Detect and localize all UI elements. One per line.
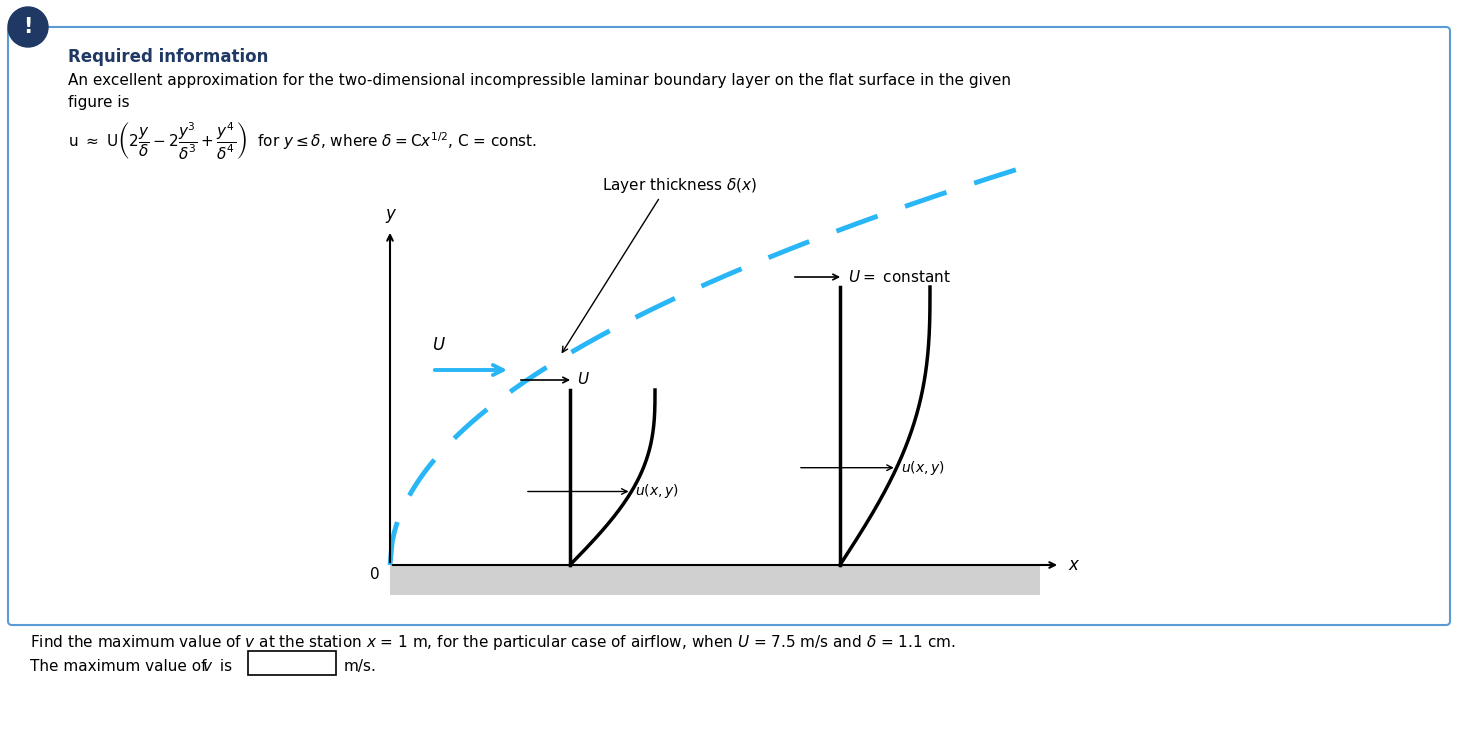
Text: U: U xyxy=(577,372,589,388)
Text: Find the maximum value of $v$ at the station $x$ = 1 m, for the particular case : Find the maximum value of $v$ at the sta… xyxy=(31,633,955,652)
Text: y: y xyxy=(386,205,394,223)
Text: An excellent approximation for the two-dimensional incompressible laminar bounda: An excellent approximation for the two-d… xyxy=(69,73,1011,88)
Text: u $\approx$ U$\left(2\dfrac{y}{\delta} - 2\dfrac{y^3}{\delta^3} + \dfrac{y^4}{\d: u $\approx$ U$\left(2\dfrac{y}{\delta} -… xyxy=(69,121,538,162)
Text: $u(x, y)$: $u(x, y)$ xyxy=(636,482,679,501)
FancyBboxPatch shape xyxy=(7,27,1449,625)
Text: $v$: $v$ xyxy=(202,659,213,674)
Circle shape xyxy=(7,7,48,47)
Text: $u(x, y)$: $u(x, y)$ xyxy=(900,459,945,476)
Text: Layer thickness $\delta(x)$: Layer thickness $\delta(x)$ xyxy=(602,176,758,195)
Text: Required information: Required information xyxy=(69,48,269,66)
Bar xyxy=(248,651,336,675)
Bar xyxy=(390,565,1040,595)
Text: $U =$ constant: $U =$ constant xyxy=(847,269,951,285)
Text: The maximum value of: The maximum value of xyxy=(31,659,212,674)
Text: is: is xyxy=(215,659,232,674)
Text: figure is: figure is xyxy=(69,95,130,110)
Text: !: ! xyxy=(23,17,32,37)
Text: U: U xyxy=(432,336,444,354)
Text: m/s.: m/s. xyxy=(343,659,377,674)
Text: 0: 0 xyxy=(371,567,380,582)
Text: x: x xyxy=(1068,556,1078,574)
